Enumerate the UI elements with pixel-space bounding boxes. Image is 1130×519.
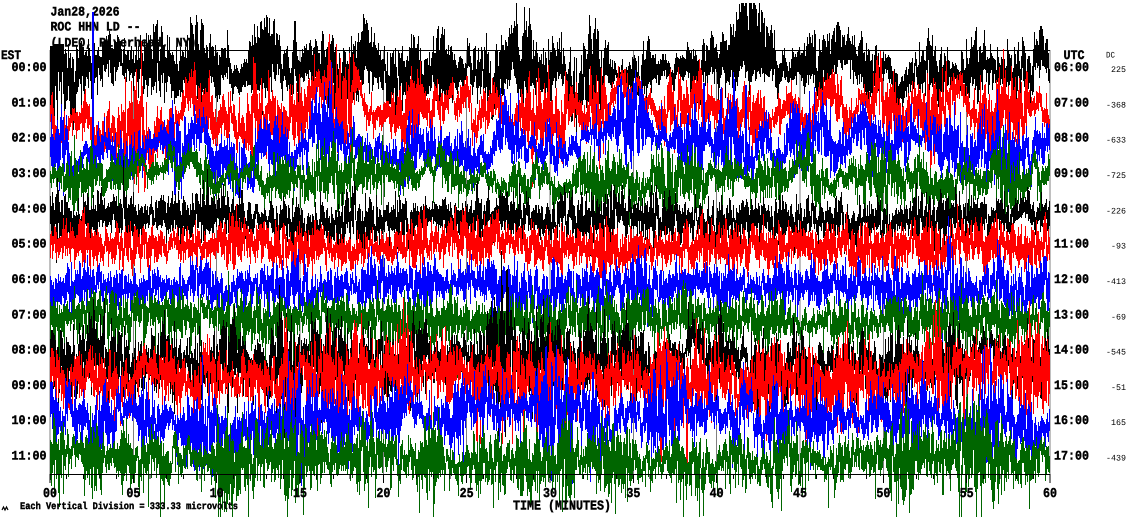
svg-text:07:00: 07:00	[12, 307, 47, 322]
svg-text:(LDEO, Riverhead, NY): (LDEO, Riverhead, NY)	[51, 36, 197, 51]
svg-text:07:00: 07:00	[1054, 95, 1089, 110]
svg-text:Jan28,2026: Jan28,2026	[51, 5, 120, 20]
svg-text:TIME (MINUTES): TIME (MINUTES)	[513, 500, 611, 515]
svg-text:20: 20	[376, 487, 390, 502]
svg-text:-93: -93	[1111, 242, 1126, 252]
svg-text:10: 10	[210, 487, 224, 502]
svg-text:50: 50	[876, 487, 890, 502]
svg-text:11:00: 11:00	[1054, 237, 1089, 252]
svg-text:03:00: 03:00	[12, 166, 47, 181]
svg-text:05: 05	[126, 487, 140, 502]
svg-text:00: 00	[43, 487, 57, 502]
svg-text:35: 35	[626, 487, 640, 502]
svg-text:16:00: 16:00	[1054, 413, 1089, 428]
svg-text:13:00: 13:00	[1054, 307, 1089, 322]
svg-text:12:00: 12:00	[1054, 272, 1089, 287]
svg-text:05:00: 05:00	[12, 237, 47, 252]
svg-text:UTC: UTC	[1064, 48, 1085, 63]
svg-text:09:00: 09:00	[12, 378, 47, 393]
svg-text:-633: -633	[1106, 136, 1126, 146]
svg-text:10:00: 10:00	[12, 413, 47, 428]
svg-text:30: 30	[543, 487, 557, 502]
svg-text:25: 25	[460, 487, 474, 502]
svg-text:-51: -51	[1111, 383, 1126, 393]
svg-text:02:00: 02:00	[12, 131, 47, 146]
svg-text:06:00: 06:00	[12, 272, 47, 287]
svg-text:-439: -439	[1106, 454, 1126, 464]
svg-text:14:00: 14:00	[1054, 343, 1089, 358]
svg-text:-226: -226	[1106, 206, 1126, 216]
svg-text:10:00: 10:00	[1054, 201, 1089, 216]
svg-text:04:00: 04:00	[12, 201, 47, 216]
svg-text:09:00: 09:00	[1054, 166, 1089, 181]
svg-text:60: 60	[1043, 487, 1057, 502]
svg-text:06:00: 06:00	[1054, 60, 1089, 75]
svg-text:-725: -725	[1106, 171, 1126, 181]
svg-text:ROC HHN LD --: ROC HHN LD --	[51, 20, 141, 35]
svg-text:45: 45	[793, 487, 807, 502]
svg-text:EST: EST	[1, 48, 21, 63]
svg-text:01:00: 01:00	[12, 95, 47, 110]
svg-text:-69: -69	[1111, 312, 1126, 322]
svg-text:Each Vertical Division = 333.: Each Vertical Division = 333.33 microvol…	[20, 501, 238, 513]
svg-text:225: 225	[1111, 65, 1126, 75]
svg-text:11:00: 11:00	[12, 449, 47, 464]
svg-text:-368: -368	[1106, 100, 1126, 110]
svg-text:55: 55	[960, 487, 974, 502]
svg-text:17:00: 17:00	[1054, 449, 1089, 464]
svg-text:08:00: 08:00	[12, 343, 47, 358]
svg-text:15: 15	[293, 487, 307, 502]
svg-text:-545: -545	[1106, 348, 1126, 358]
svg-text:165: 165	[1111, 418, 1126, 428]
svg-text:DC: DC	[1106, 51, 1115, 61]
svg-text:-413: -413	[1106, 277, 1126, 287]
svg-text:15:00: 15:00	[1054, 378, 1089, 393]
svg-text:08:00: 08:00	[1054, 131, 1089, 146]
svg-text:40: 40	[710, 487, 724, 502]
svg-text:00:00: 00:00	[12, 60, 47, 75]
